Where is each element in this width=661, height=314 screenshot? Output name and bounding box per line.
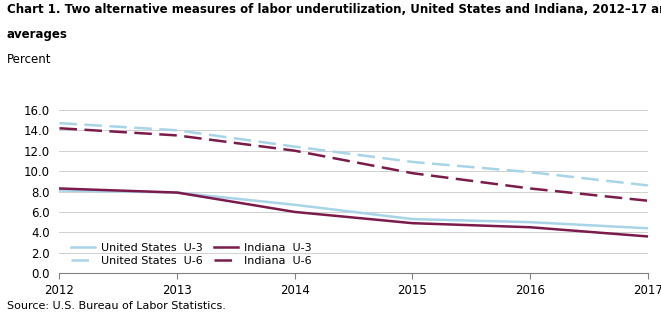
Text: Percent: Percent [7,53,51,66]
Text: Source: U.S. Bureau of Labor Statistics.: Source: U.S. Bureau of Labor Statistics. [7,301,225,311]
Legend: United States  U-3, United States  U-6, Indiana  U-3, Indiana  U-6: United States U-3, United States U-6, In… [71,243,311,266]
Text: averages: averages [7,28,67,41]
Text: Chart 1. Two alternative measures of labor underutilization, United States and I: Chart 1. Two alternative measures of lab… [7,3,661,16]
